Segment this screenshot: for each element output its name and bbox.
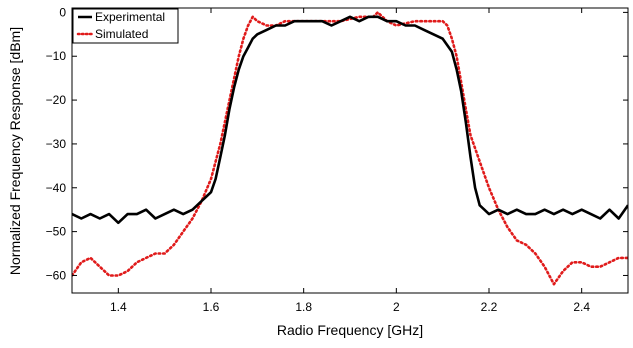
legend-label-experimental: Experimental [95,10,165,24]
y-tick-label: −20 [46,93,67,107]
x-tick-label: 2.2 [481,300,498,314]
y-tick-label: −40 [46,181,67,195]
legend-label-simulated: Simulated [95,27,148,41]
y-tick-label: 0 [59,5,66,19]
legend: Experimental Simulated [72,8,179,44]
plot-frame [71,7,629,294]
y-tick-label: −60 [46,268,67,282]
x-tick-label: 1.8 [295,300,312,314]
legend-box [72,8,179,44]
series-line-experimental [72,15,628,225]
x-tick-label: 2 [393,300,400,314]
y-axis-label: Normalized Frequency Response [dBm] [7,27,23,275]
y-tick-label: −50 [46,225,67,239]
x-axis-label: Radio Frequency [GHz] [277,322,423,338]
y-tick-label: −10 [46,49,67,63]
x-tick-label: 1.4 [110,300,127,314]
x-tick-label: 2.4 [573,300,590,314]
plot-area [72,8,628,293]
y-tick-label: −30 [46,137,67,151]
x-tick-label: 1.6 [203,300,220,314]
